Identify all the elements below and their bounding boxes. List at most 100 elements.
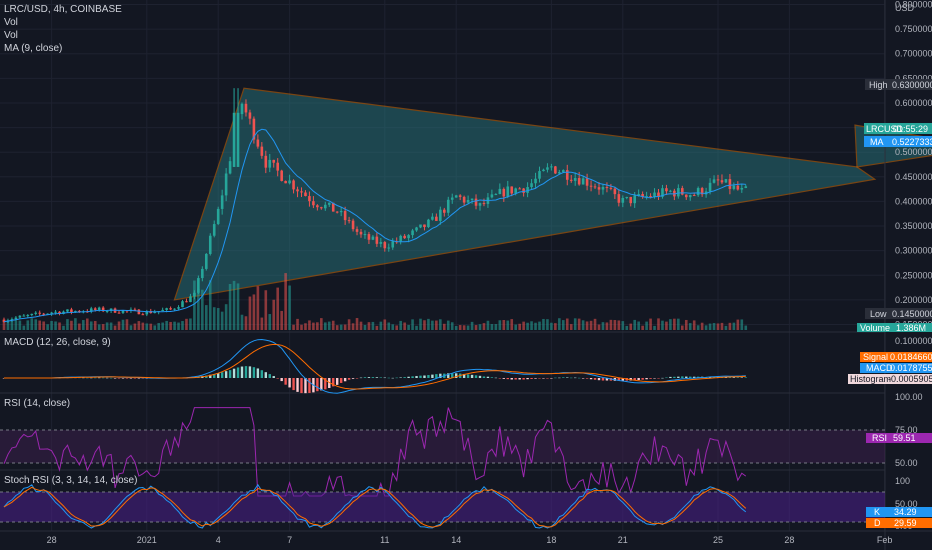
volume-bar xyxy=(712,323,716,330)
candle-body xyxy=(621,197,625,203)
macd-histogram-bar xyxy=(105,377,109,379)
volume-bar xyxy=(197,288,200,330)
time-tick-label: 28 xyxy=(47,535,57,545)
macd-histogram-bar xyxy=(82,377,85,379)
macd-histogram-bar xyxy=(117,378,121,379)
volume-bar xyxy=(478,324,482,330)
macd-histogram-bar xyxy=(526,378,529,380)
volume-tag-value: 1.386M xyxy=(896,323,926,333)
rsi-axis: 100.00 75.00 50.00 xyxy=(895,392,923,468)
candle-body xyxy=(320,207,323,209)
macd-histogram-bar xyxy=(641,378,644,380)
volume-bar xyxy=(641,325,644,330)
volume-bar xyxy=(526,322,529,330)
volume-bar xyxy=(260,317,264,330)
macd-histogram-bar xyxy=(264,372,267,378)
signal-tag-value: 0.01846603 xyxy=(890,352,932,362)
volume-bar xyxy=(744,325,748,330)
volume-bar xyxy=(637,321,640,330)
stoch-k-tag-value: 34.29 xyxy=(894,507,917,517)
macd-histogram-bar xyxy=(482,376,486,378)
candle-body xyxy=(569,179,573,181)
volume-bar xyxy=(431,320,434,330)
candle-body xyxy=(312,201,315,206)
candle-body xyxy=(133,309,137,311)
macd-pane[interactable] xyxy=(2,338,747,394)
candle-body xyxy=(514,188,517,194)
macd-histogram-bar xyxy=(498,378,502,379)
candle-body xyxy=(252,118,256,140)
macd-histogram-bar xyxy=(554,377,557,379)
ma-tag-label: MA xyxy=(870,137,884,147)
candle-body xyxy=(740,187,744,190)
candle-body xyxy=(236,112,240,167)
volume-bar xyxy=(518,323,521,330)
volume-bar xyxy=(597,324,601,330)
candle-body xyxy=(653,192,656,198)
candle-body xyxy=(728,179,732,189)
stoch-d-line xyxy=(3,486,747,528)
candle-body xyxy=(343,211,347,221)
candle-body xyxy=(173,308,176,310)
candle-body xyxy=(407,235,410,239)
candle-body xyxy=(280,170,283,181)
price-tick-label: 0.50000000 xyxy=(895,147,932,157)
candle-body xyxy=(649,196,652,198)
rsi-tag-label: RSI xyxy=(872,433,887,443)
volume-bar xyxy=(137,321,141,330)
candle-body xyxy=(633,195,636,204)
volume-bar xyxy=(403,322,406,330)
volume-bar xyxy=(288,285,291,330)
volume-bar xyxy=(510,319,514,330)
rsi-tag: RSI 59.51 xyxy=(866,433,932,443)
rsi-tick-label: 100.00 xyxy=(895,392,923,402)
volume-bar xyxy=(435,320,438,330)
volume-bar xyxy=(482,323,486,330)
candle-body xyxy=(530,183,533,188)
volume-bar xyxy=(367,322,371,330)
macd-histogram-bar xyxy=(367,377,371,378)
volume-bars xyxy=(2,273,748,330)
volume-bar xyxy=(42,321,45,330)
candle-body xyxy=(74,310,77,312)
volume-bar xyxy=(446,320,450,330)
volume-bar xyxy=(93,321,97,330)
macd-histogram-bar xyxy=(740,377,743,378)
macd-histogram-bar xyxy=(550,378,553,379)
macd-histogram-bar xyxy=(403,377,406,378)
rsi-pane[interactable] xyxy=(0,407,885,497)
candle-body xyxy=(645,196,648,198)
candle-body xyxy=(534,178,537,184)
low-tag: Low 0.14500000 xyxy=(865,308,932,319)
stoch-legend: Stoch RSI (3, 3, 14, 14, close) xyxy=(4,474,137,487)
candle-body xyxy=(558,172,561,174)
candle-body xyxy=(121,310,125,313)
triangle-pattern-1[interactable] xyxy=(173,87,877,301)
time-axis[interactable]: 28202147111418212528Feb48 xyxy=(47,535,932,545)
signal-tag: Signal 0.01846603 xyxy=(860,352,932,362)
volume-bar xyxy=(14,320,18,330)
stoch-rsi-pane[interactable] xyxy=(0,483,885,529)
macd-histogram-bar xyxy=(685,376,688,378)
lrcusd-tag: LRCUSD 01:55:29 xyxy=(864,123,932,134)
candle-body xyxy=(435,216,438,221)
candle-body xyxy=(573,178,577,181)
volume-bar xyxy=(232,280,236,330)
macd-histogram-bar xyxy=(217,373,220,378)
volume-bar xyxy=(474,325,478,330)
macd-histogram-bar xyxy=(744,377,747,378)
ma-legend-label: MA (9, close) xyxy=(4,43,63,54)
macd-histogram-bar xyxy=(577,377,581,379)
macd-histogram-bar xyxy=(645,378,648,380)
candle-body xyxy=(744,186,748,188)
macd-histogram-bar xyxy=(736,377,740,378)
macd-histogram-bar xyxy=(252,367,256,378)
volume-bar xyxy=(133,323,137,330)
candle-body xyxy=(609,187,613,189)
macd-histogram-bar xyxy=(220,372,224,378)
candle-body xyxy=(415,227,418,231)
candle-body xyxy=(327,202,331,205)
candle-body xyxy=(423,224,426,228)
candle-body xyxy=(14,317,18,320)
